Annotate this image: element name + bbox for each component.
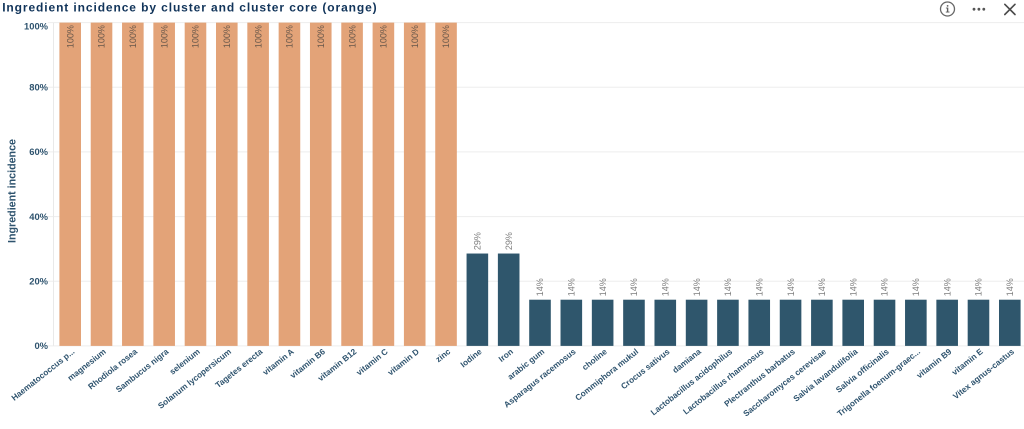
- svg-text:14%: 14%: [1005, 278, 1015, 296]
- svg-text:14%: 14%: [911, 278, 921, 296]
- svg-text:14%: 14%: [974, 278, 984, 296]
- svg-text:14%: 14%: [754, 278, 764, 296]
- svg-text:100%: 100%: [97, 25, 107, 48]
- svg-text:29%: 29%: [504, 232, 514, 250]
- svg-text:14%: 14%: [629, 278, 639, 296]
- svg-text:100%: 100%: [128, 25, 138, 48]
- svg-text:100%: 100%: [222, 25, 232, 48]
- svg-text:100%: 100%: [441, 25, 451, 48]
- svg-text:14%: 14%: [942, 278, 952, 296]
- svg-text:14%: 14%: [880, 278, 890, 296]
- svg-text:14%: 14%: [598, 278, 608, 296]
- svg-text:100%: 100%: [410, 25, 420, 48]
- svg-text:100%: 100%: [65, 25, 75, 48]
- svg-text:Ingredient incidence: Ingredient incidence: [7, 139, 19, 243]
- svg-text:14%: 14%: [786, 278, 796, 296]
- svg-text:0%: 0%: [34, 340, 48, 351]
- svg-text:14%: 14%: [848, 278, 858, 296]
- svg-text:14%: 14%: [660, 278, 670, 296]
- svg-text:100%: 100%: [379, 25, 389, 48]
- svg-text:100%: 100%: [347, 25, 357, 48]
- svg-text:100%: 100%: [285, 25, 295, 48]
- svg-text:100%: 100%: [24, 21, 49, 32]
- svg-text:Ingredient incidence by cluste: Ingredient incidence by cluster and clus…: [2, 0, 377, 14]
- svg-text:20%: 20%: [29, 276, 48, 287]
- svg-text:100%: 100%: [316, 25, 326, 48]
- svg-text:40%: 40%: [29, 211, 48, 222]
- svg-text:14%: 14%: [817, 278, 827, 296]
- svg-text:60%: 60%: [29, 146, 48, 157]
- svg-text:100%: 100%: [253, 25, 263, 48]
- svg-text:80%: 80%: [29, 82, 48, 93]
- svg-text:14%: 14%: [567, 278, 577, 296]
- svg-text:100%: 100%: [191, 25, 201, 48]
- svg-text:29%: 29%: [473, 232, 483, 250]
- svg-text:100%: 100%: [159, 25, 169, 48]
- svg-text:14%: 14%: [535, 278, 545, 296]
- svg-text:14%: 14%: [692, 278, 702, 296]
- svg-text:14%: 14%: [723, 278, 733, 296]
